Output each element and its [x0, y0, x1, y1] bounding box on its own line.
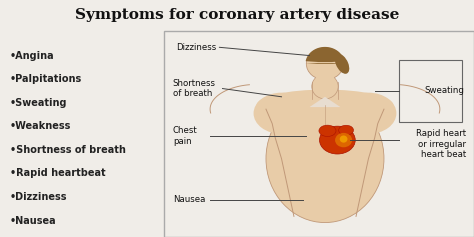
Text: Nausea: Nausea — [173, 195, 205, 204]
Ellipse shape — [335, 54, 349, 74]
Text: •Angina: •Angina — [10, 50, 55, 60]
Text: •Dizziness: •Dizziness — [10, 192, 67, 202]
Polygon shape — [310, 97, 340, 107]
Ellipse shape — [266, 95, 384, 223]
Text: •Shortness of breath: •Shortness of breath — [10, 145, 126, 155]
Ellipse shape — [254, 93, 310, 134]
Ellipse shape — [340, 93, 396, 134]
Ellipse shape — [306, 48, 344, 80]
Text: Shortness
of breath: Shortness of breath — [173, 79, 216, 98]
Ellipse shape — [319, 126, 355, 154]
Polygon shape — [305, 47, 345, 64]
Text: •Rapid heartbeat: •Rapid heartbeat — [10, 168, 105, 178]
Text: •Nausea: •Nausea — [10, 215, 56, 225]
Ellipse shape — [335, 133, 352, 147]
Bar — [400, 60, 462, 122]
Ellipse shape — [340, 136, 347, 143]
Ellipse shape — [312, 74, 338, 99]
Text: Chest
pain: Chest pain — [173, 126, 198, 146]
Ellipse shape — [316, 74, 334, 82]
Text: •Palpitations: •Palpitations — [10, 74, 82, 84]
Text: •Weakness: •Weakness — [10, 121, 71, 131]
Text: Dizziness: Dizziness — [176, 43, 216, 52]
Ellipse shape — [319, 125, 336, 137]
Text: Rapid heart
or irregular
heart beat: Rapid heart or irregular heart beat — [416, 129, 466, 159]
Text: •Sweating: •Sweating — [10, 98, 67, 108]
Text: Sweating: Sweating — [425, 86, 465, 95]
Text: Symptoms for coronary artery disease: Symptoms for coronary artery disease — [75, 8, 399, 23]
Ellipse shape — [257, 90, 393, 120]
Ellipse shape — [338, 125, 354, 135]
